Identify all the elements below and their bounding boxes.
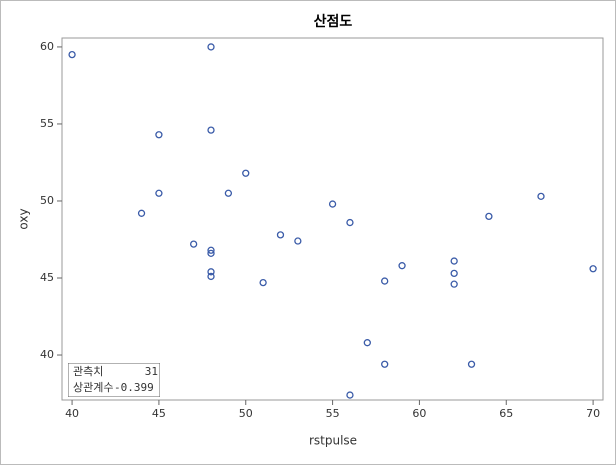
x-tick-label: 65 xyxy=(499,407,513,420)
point xyxy=(68,50,76,59)
y-tick-label: 60 xyxy=(40,40,54,53)
x-tick-label: 70 xyxy=(586,407,600,420)
inset-label: 상관계수 xyxy=(73,381,113,394)
inset-label: 관측치 xyxy=(73,365,103,378)
point xyxy=(381,277,389,285)
inset: 관측치 31 상관계수 -0.399 xyxy=(68,363,160,397)
point xyxy=(242,169,250,177)
y-tick-label: 45 xyxy=(40,271,54,284)
y-tick-label: 55 xyxy=(40,117,54,130)
inset-value: -0.399 xyxy=(114,381,154,394)
point xyxy=(467,360,476,368)
x-tick-label: 55 xyxy=(326,407,340,420)
x-tick-label: 50 xyxy=(239,407,253,420)
point xyxy=(346,218,354,227)
inset-box xyxy=(68,363,160,397)
point xyxy=(137,209,146,217)
point xyxy=(346,391,354,399)
point xyxy=(328,200,337,208)
y-tick-label: 50 xyxy=(40,194,54,207)
y-tick-label: 40 xyxy=(40,348,54,361)
point xyxy=(363,339,371,347)
point xyxy=(485,212,493,221)
point xyxy=(207,43,215,51)
point xyxy=(155,189,163,197)
chart-title: 산점도 xyxy=(314,13,353,30)
x-tick-label: 40 xyxy=(65,407,79,420)
point xyxy=(189,240,198,248)
point xyxy=(259,278,267,287)
point xyxy=(155,131,163,139)
point xyxy=(207,246,215,254)
point xyxy=(398,262,406,270)
y-axis-label: oxy xyxy=(17,208,31,229)
x-tick-label: 60 xyxy=(412,407,426,420)
point xyxy=(276,231,285,239)
point xyxy=(224,189,233,197)
point xyxy=(537,192,545,201)
inset-value: 31 xyxy=(145,365,158,378)
point xyxy=(450,269,458,278)
x-axis-label: rstpulse xyxy=(309,434,357,448)
point xyxy=(450,257,458,265)
point xyxy=(589,265,597,273)
point xyxy=(207,126,215,134)
point xyxy=(207,268,215,276)
point xyxy=(207,272,215,281)
x-tick-label: 45 xyxy=(152,407,166,420)
point xyxy=(294,237,302,245)
point xyxy=(207,249,215,258)
point xyxy=(381,360,389,368)
point xyxy=(450,280,458,288)
